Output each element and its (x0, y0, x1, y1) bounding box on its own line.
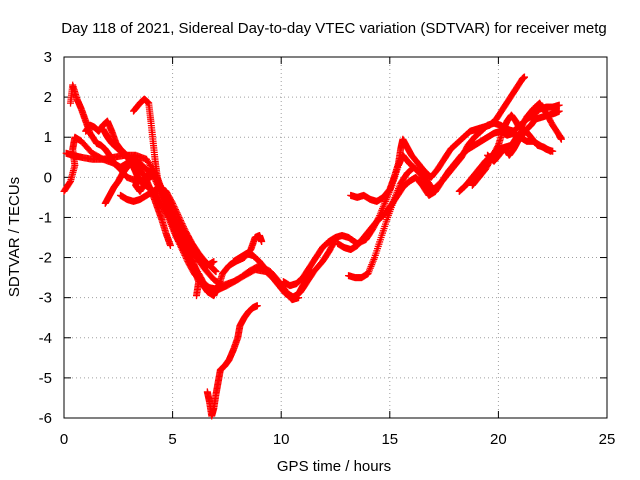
data-point (171, 204, 179, 212)
y-tick-label: -2 (39, 250, 52, 267)
data-point (173, 209, 181, 217)
x-tick-label: 20 (490, 431, 507, 448)
data-point (427, 187, 435, 195)
y-tick-label: -3 (39, 290, 52, 307)
x-tick-label: 5 (168, 431, 176, 448)
data-point (547, 147, 555, 155)
series-trace-8 (116, 183, 220, 276)
x-tick-label: 0 (60, 431, 68, 448)
tick-labels: 0 5 10 15 20 25 -6 -5 -4 -3 -2 -1 0 1 2 3 (39, 49, 616, 448)
data-point (555, 107, 563, 115)
y-tick-label: -6 (39, 410, 52, 427)
data-point (192, 292, 200, 300)
data-point (170, 203, 178, 211)
data-point (210, 258, 218, 266)
data-markers (60, 73, 565, 420)
data-point (557, 135, 565, 143)
series-trace-13 (347, 73, 528, 205)
y-tick-label: -1 (39, 209, 52, 226)
data-point (169, 199, 177, 207)
data-point (258, 238, 266, 246)
x-tick-label: 15 (381, 431, 398, 448)
data-point (177, 217, 185, 225)
series-trace-9 (203, 302, 261, 420)
data-point (169, 201, 177, 209)
data-point (520, 73, 528, 81)
series-trace-12 (334, 127, 557, 254)
series-trace-17 (484, 107, 563, 165)
data-point (171, 206, 179, 214)
y-axis-label: SDTVAR / TECUs (6, 177, 23, 297)
data-point (177, 218, 185, 226)
series-trace-6 (101, 159, 203, 300)
data-point (174, 212, 182, 220)
x-tick-label: 10 (273, 431, 290, 448)
chart-title: Day 118 of 2021, Sidereal Day-to-day VTE… (61, 20, 607, 37)
data-point (253, 302, 261, 310)
series-trace-14 (345, 163, 435, 282)
data-point (175, 213, 183, 221)
data-point (176, 215, 184, 223)
y-tick-label: 3 (44, 49, 52, 66)
y-tick-label: 0 (44, 169, 52, 186)
x-axis-label: GPS time / hours (277, 458, 391, 475)
data-point (179, 221, 187, 229)
tick-marks (63, 56, 608, 419)
data-point (212, 268, 220, 276)
series-trace-15 (468, 99, 565, 189)
data-point (172, 207, 180, 215)
data-point (174, 210, 182, 218)
y-tick-label: 2 (44, 89, 52, 106)
data-point (180, 224, 188, 232)
y-tick-label: -4 (39, 330, 52, 347)
series-trace-10 (229, 250, 316, 302)
x-tick-label: 25 (599, 431, 616, 448)
data-point (179, 223, 187, 231)
plot-frame (63, 56, 608, 419)
data-point (166, 242, 174, 250)
data-point (178, 220, 186, 228)
y-tick-label: -5 (39, 370, 52, 387)
data-point (555, 101, 563, 109)
y-tick-label: 1 (44, 129, 52, 146)
series-trace-3 (67, 81, 222, 300)
